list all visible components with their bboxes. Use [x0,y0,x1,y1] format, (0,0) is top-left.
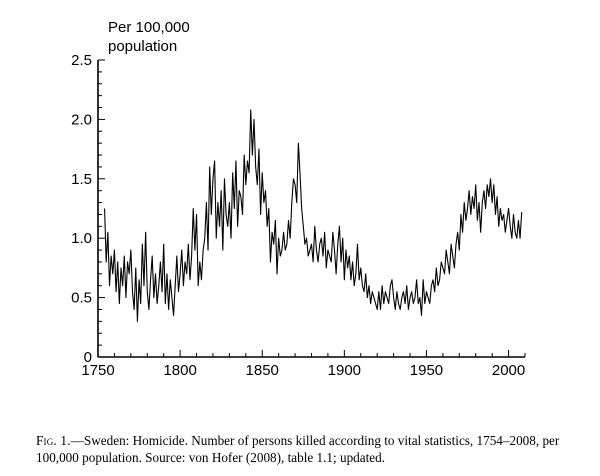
homicide-rate-series-line [104,109,523,322]
y-tick-label: 1.0 [71,230,92,247]
x-tick-label: 1950 [410,362,443,379]
chart-axes [97,60,525,358]
y-axis-label-line2: population [108,38,178,55]
y-axis-label: Per 100,000 population [108,18,190,56]
x-tick-label: 1750 [81,362,114,379]
x-tick-label: 1900 [328,362,361,379]
chart-ticks: 0 0.5 1.0 1.5 2.0 2.5 1750 1800 1850 1900 1950 2000 [71,52,526,379]
chart-figure: 0 0.5 1.0 1.5 2.0 2.5 1750 1800 1850 1900 1950 2000… [71,18,526,379]
y-tick-label: 0.5 [71,290,92,307]
y-tick-label: 2.5 [71,52,92,69]
figure-caption: Fig. 1.—Sweden: Homicide. Number of pers… [36,432,576,466]
y-tick-label: 0 [84,349,92,366]
y-tick-label: 1.5 [71,171,92,188]
y-tick-label: 2.0 [71,111,92,128]
x-tick-label: 2000 [492,362,525,379]
chart-plot-area [104,109,523,322]
homicide-line-chart: 0 0.5 1.0 1.5 2.0 2.5 1750 1800 1850 1900 1950 2000 [71,52,526,379]
caption-figure-number: Fig. 1. [36,433,71,448]
caption-text: —Sweden: Homicide. Number of persons kil… [36,433,560,465]
y-axis-label-line1: Per 100,000 [108,19,190,36]
x-tick-label: 1850 [246,362,279,379]
x-tick-label: 1800 [163,362,196,379]
